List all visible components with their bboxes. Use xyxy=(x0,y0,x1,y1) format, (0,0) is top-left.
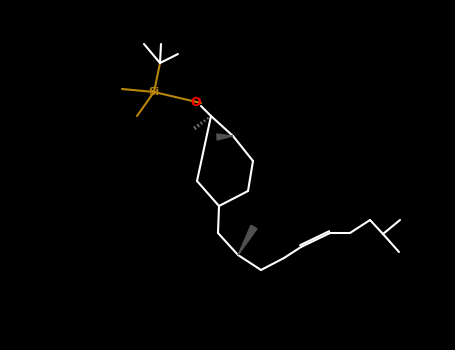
Polygon shape xyxy=(217,134,233,140)
Text: O: O xyxy=(191,97,201,110)
Text: Si: Si xyxy=(148,87,160,97)
Polygon shape xyxy=(238,225,257,255)
